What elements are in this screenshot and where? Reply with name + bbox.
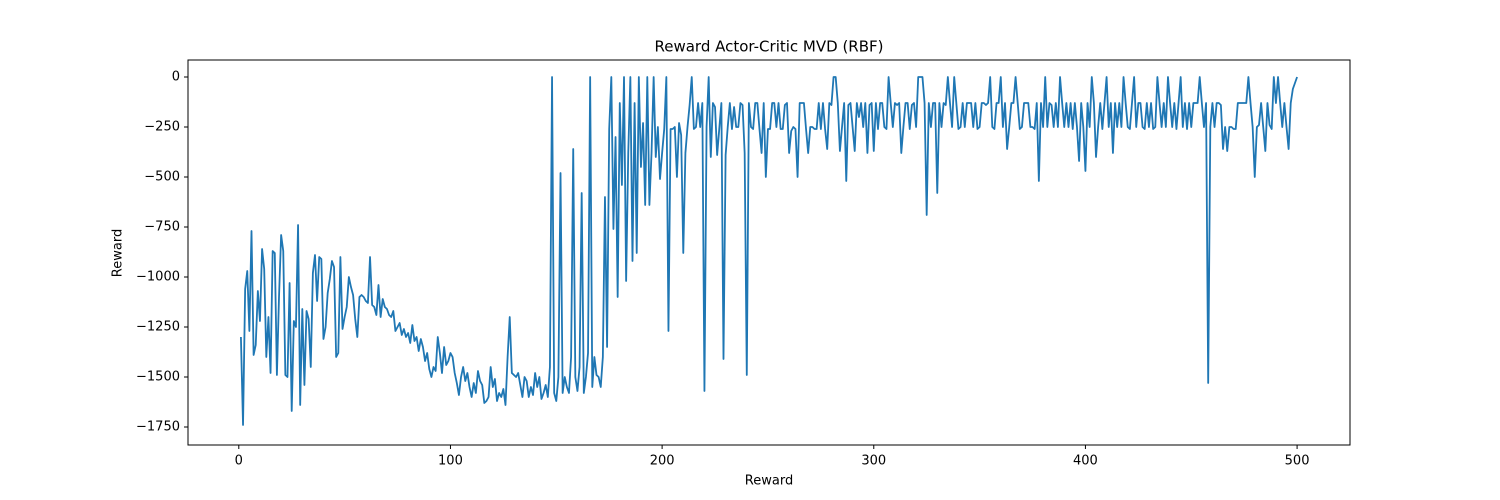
y-tick-label: −1000 (136, 270, 180, 285)
y-tick-label: −1500 (136, 370, 180, 385)
x-tick-label: 200 (650, 454, 675, 469)
y-tick-label: −500 (144, 170, 180, 185)
reward-line (240, 76, 1298, 426)
x-tick-label: 300 (861, 454, 886, 469)
x-tick-label: 500 (1285, 454, 1310, 469)
y-tick-label: −1750 (136, 420, 180, 435)
y-tick-label: −1250 (136, 320, 180, 335)
x-tick-label: 0 (235, 454, 243, 469)
y-tick-label: −250 (144, 120, 180, 135)
chart-title: Reward Actor-Critic MVD (RBF) (655, 38, 884, 56)
x-tick-label: 100 (438, 454, 463, 469)
x-tick-label: 400 (1073, 454, 1098, 469)
y-tick-label: 0 (172, 70, 180, 85)
axes-frame (187, 59, 1351, 446)
x-axis-label: Reward (745, 474, 793, 489)
y-axis-label: Reward (111, 229, 126, 277)
y-tick-label: −750 (144, 220, 180, 235)
